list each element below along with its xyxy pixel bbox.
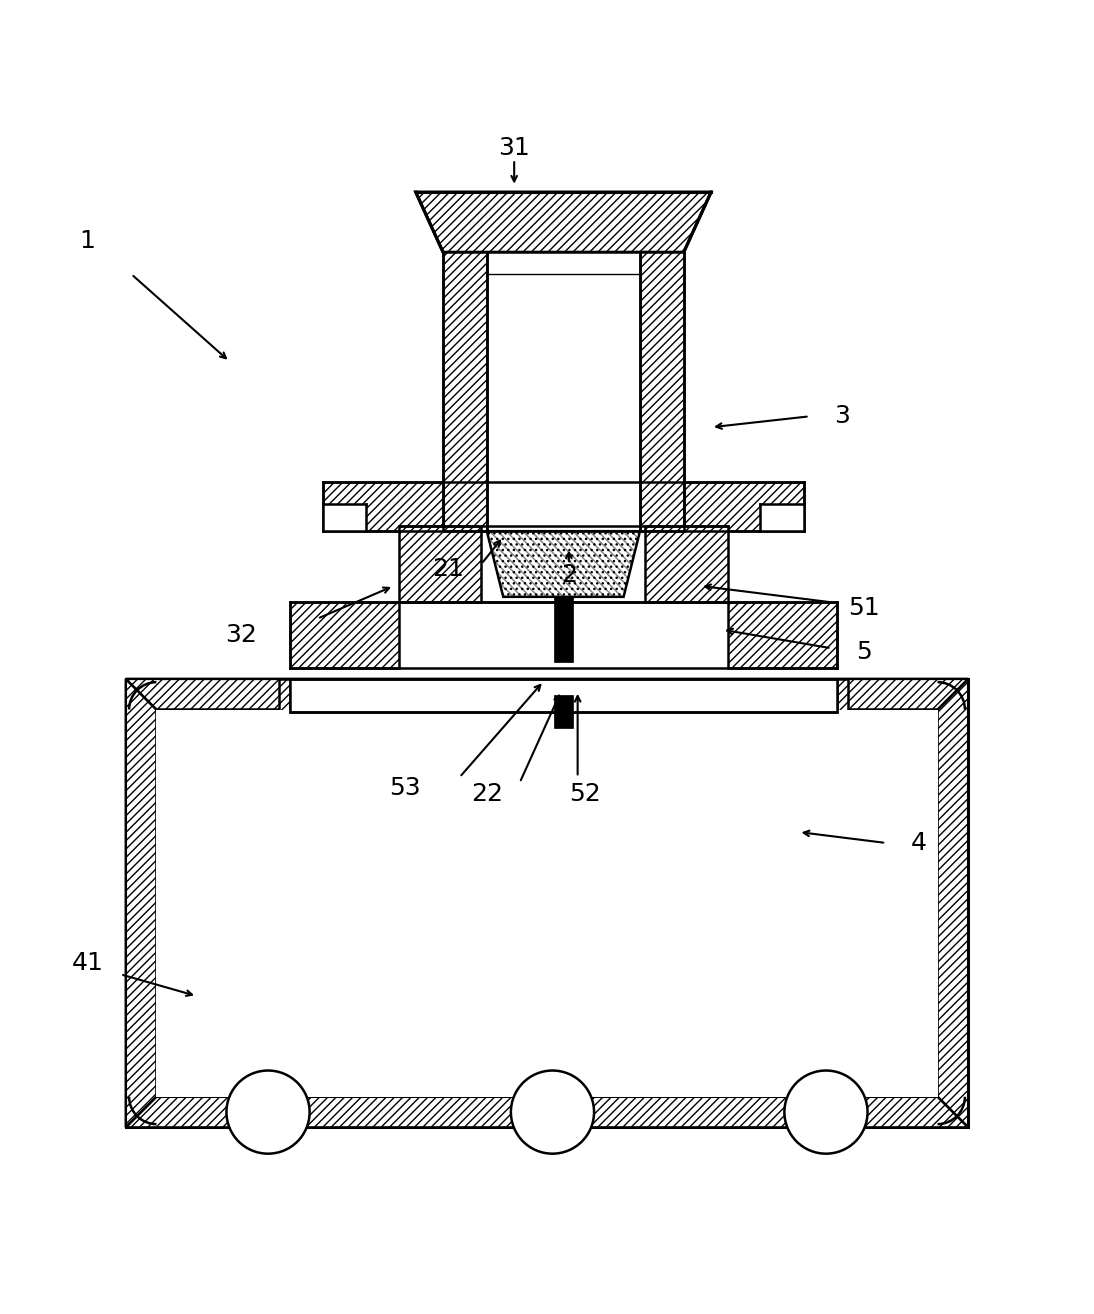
Text: 21: 21 [432, 557, 465, 582]
Polygon shape [443, 252, 487, 531]
Polygon shape [279, 679, 290, 712]
Polygon shape [645, 526, 728, 602]
Polygon shape [684, 482, 804, 531]
Polygon shape [416, 192, 711, 252]
Text: 32: 32 [224, 623, 257, 646]
Text: 31: 31 [498, 137, 531, 160]
Bar [760, 503, 804, 531]
Bar [554, 597, 573, 662]
Polygon shape [399, 526, 481, 602]
Circle shape [784, 1071, 868, 1154]
Text: 4: 4 [911, 830, 927, 855]
Text: 5: 5 [857, 640, 872, 664]
Polygon shape [126, 1097, 968, 1127]
Polygon shape [126, 679, 156, 1127]
Circle shape [511, 1071, 594, 1154]
Polygon shape [290, 602, 399, 668]
Circle shape [226, 1071, 310, 1154]
Bar [554, 695, 573, 728]
Bar [323, 503, 366, 531]
Polygon shape [728, 602, 837, 668]
Polygon shape [837, 679, 848, 712]
Bar [290, 679, 837, 712]
Polygon shape [938, 679, 968, 1127]
Text: 51: 51 [849, 595, 880, 620]
Text: 2: 2 [561, 562, 577, 587]
Text: 41: 41 [71, 951, 104, 975]
Text: 52: 52 [569, 782, 602, 805]
Bar [156, 710, 938, 1097]
Text: 22: 22 [470, 782, 503, 805]
Text: 1: 1 [80, 229, 95, 254]
Polygon shape [640, 252, 684, 531]
Polygon shape [126, 679, 968, 710]
Polygon shape [323, 482, 443, 531]
Bar [126, 679, 968, 1127]
Text: 3: 3 [835, 405, 850, 428]
Bar [487, 252, 640, 531]
Polygon shape [487, 531, 640, 597]
Text: 53: 53 [389, 777, 420, 800]
